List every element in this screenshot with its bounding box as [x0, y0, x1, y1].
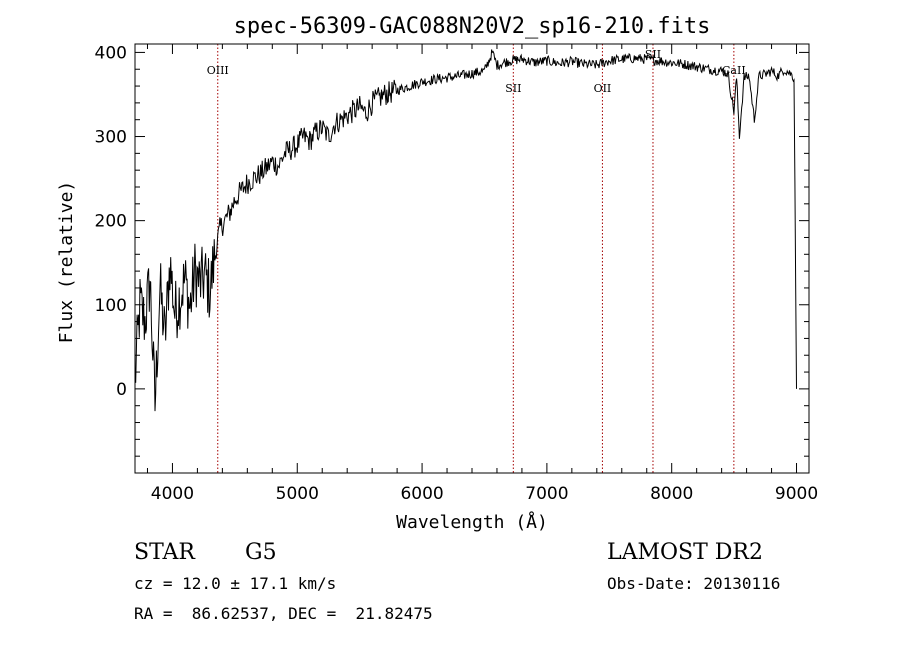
y-tick-label: 300 — [95, 128, 127, 148]
x-tick-label: 8000 — [650, 484, 693, 504]
object-class: STAR — [134, 540, 195, 565]
x-tick-label: 4000 — [151, 484, 194, 504]
y-tick-label: 0 — [116, 380, 127, 400]
y-tick-label: 400 — [95, 43, 127, 63]
chart-title: spec-56309-GAC088N20V2_sp16-210.fits — [234, 14, 711, 39]
line-marker-label: OIII — [207, 64, 229, 77]
redshift-cz: cz = 12.0 ± 17.1 km/s — [134, 574, 337, 593]
line-marker-label: SII — [645, 48, 661, 61]
x-tick-label: 7000 — [525, 484, 568, 504]
x-axis-label: Wavelength (Å) — [396, 511, 548, 533]
plot-frame — [134, 43, 810, 474]
survey-name: LAMOST DR2 — [607, 540, 763, 565]
y-tick-label: 100 — [95, 296, 127, 316]
x-tick-label: 9000 — [775, 484, 818, 504]
spectrum-line — [134, 49, 797, 412]
ra-dec: RA = 86.62537, DEC = 21.82475 — [134, 604, 433, 623]
x-tick-label: 5000 — [276, 484, 319, 504]
obs-date: Obs-Date: 20130116 — [607, 574, 781, 593]
object-subclass: G5 — [245, 540, 277, 565]
y-tick-label: 200 — [95, 212, 127, 232]
line-marker-label: SII — [505, 82, 521, 95]
y-axis-label: Flux (relative) — [56, 181, 77, 344]
line-marker-label: OII — [594, 82, 612, 95]
x-tick-label: 6000 — [400, 484, 443, 504]
